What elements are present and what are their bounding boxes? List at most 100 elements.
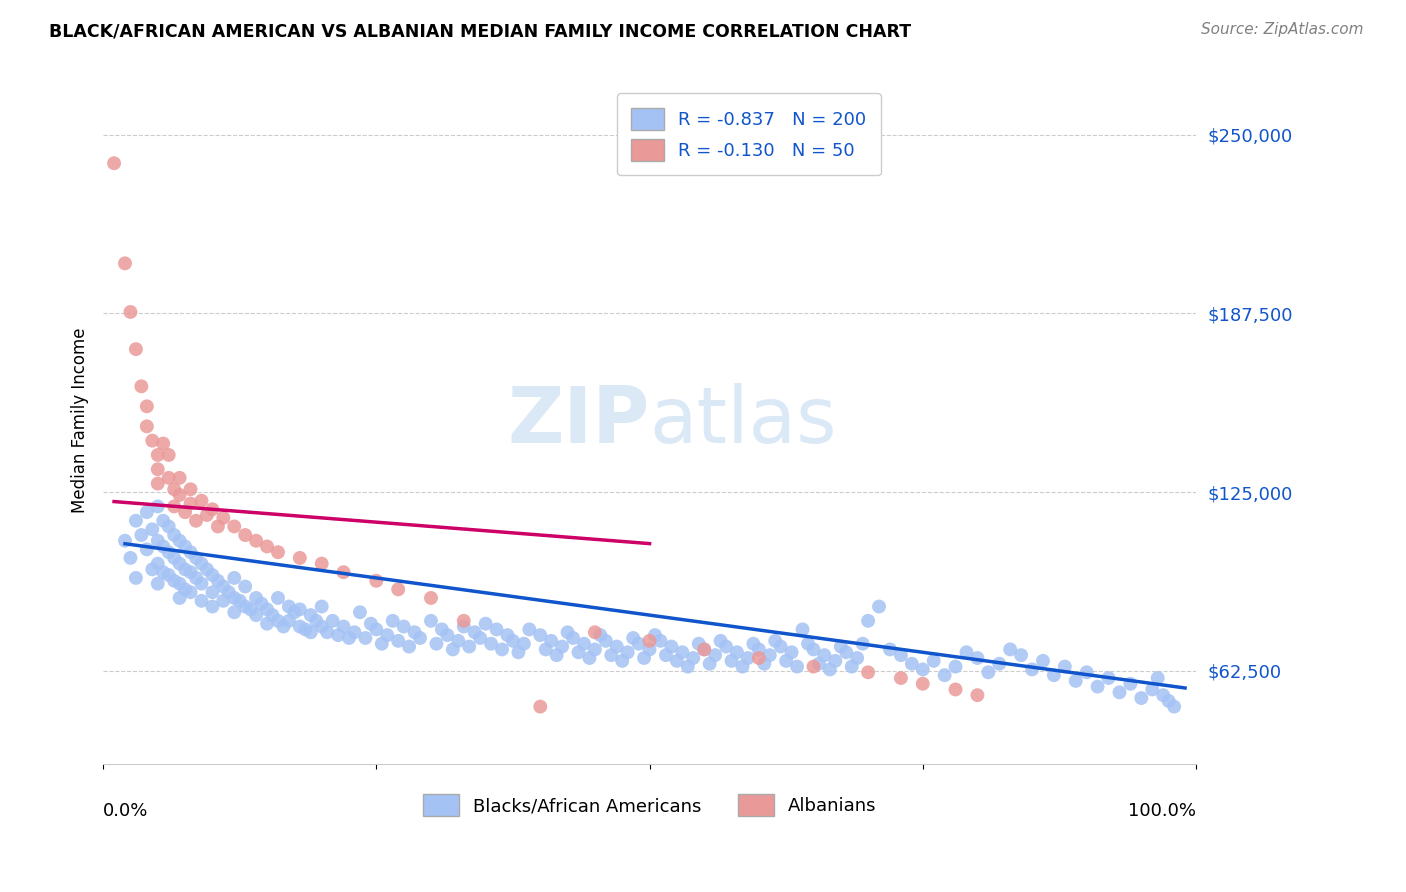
Point bbox=[813, 648, 835, 662]
Point bbox=[239, 602, 262, 616]
Point bbox=[157, 568, 180, 582]
Point bbox=[1021, 663, 1043, 677]
Point bbox=[676, 659, 699, 673]
Point bbox=[742, 637, 765, 651]
Point bbox=[169, 576, 191, 591]
Point bbox=[453, 619, 475, 633]
Point bbox=[655, 648, 678, 662]
Point bbox=[229, 594, 252, 608]
Point bbox=[288, 602, 311, 616]
Text: BLACK/AFRICAN AMERICAN VS ALBANIAN MEDIAN FAMILY INCOME CORRELATION CHART: BLACK/AFRICAN AMERICAN VS ALBANIAN MEDIA… bbox=[49, 22, 911, 40]
Point bbox=[945, 659, 967, 673]
Point bbox=[163, 528, 186, 542]
Point bbox=[146, 533, 169, 548]
Point bbox=[682, 651, 704, 665]
Point bbox=[835, 645, 858, 659]
Point bbox=[212, 594, 235, 608]
Point bbox=[180, 483, 202, 497]
Point bbox=[283, 605, 305, 619]
Point bbox=[945, 682, 967, 697]
Text: 100.0%: 100.0% bbox=[1128, 802, 1197, 820]
Point bbox=[190, 493, 212, 508]
Point bbox=[841, 659, 863, 673]
Point bbox=[955, 645, 977, 659]
Point bbox=[1130, 691, 1153, 706]
Point bbox=[754, 657, 776, 671]
Point bbox=[693, 642, 716, 657]
Point bbox=[856, 614, 879, 628]
Point bbox=[769, 640, 792, 654]
Point bbox=[1119, 677, 1142, 691]
Point bbox=[184, 514, 207, 528]
Point bbox=[299, 625, 322, 640]
Point bbox=[479, 637, 502, 651]
Point bbox=[224, 519, 246, 533]
Point bbox=[135, 400, 157, 414]
Point bbox=[1087, 680, 1109, 694]
Point bbox=[392, 619, 415, 633]
Point bbox=[141, 434, 163, 448]
Point bbox=[322, 614, 344, 628]
Point bbox=[267, 591, 290, 605]
Point bbox=[485, 623, 508, 637]
Point bbox=[572, 637, 595, 651]
Point bbox=[441, 642, 464, 657]
Point bbox=[152, 514, 174, 528]
Point bbox=[163, 483, 186, 497]
Point bbox=[135, 419, 157, 434]
Point bbox=[169, 533, 191, 548]
Point bbox=[157, 519, 180, 533]
Point bbox=[852, 637, 875, 651]
Point bbox=[201, 599, 224, 614]
Point bbox=[224, 571, 246, 585]
Point bbox=[245, 591, 267, 605]
Point bbox=[387, 633, 409, 648]
Point bbox=[125, 571, 148, 585]
Point bbox=[644, 628, 666, 642]
Point bbox=[704, 648, 727, 662]
Text: ZIP: ZIP bbox=[508, 383, 650, 458]
Point bbox=[169, 471, 191, 485]
Point bbox=[583, 642, 606, 657]
Point bbox=[775, 654, 797, 668]
Point bbox=[661, 640, 683, 654]
Point bbox=[1146, 671, 1168, 685]
Point bbox=[360, 616, 382, 631]
Point bbox=[818, 663, 841, 677]
Point bbox=[354, 631, 377, 645]
Point bbox=[890, 648, 912, 662]
Point bbox=[763, 633, 786, 648]
Point bbox=[180, 497, 202, 511]
Point bbox=[332, 565, 354, 579]
Point bbox=[212, 580, 235, 594]
Point bbox=[152, 436, 174, 450]
Point bbox=[966, 651, 988, 665]
Point bbox=[146, 557, 169, 571]
Point bbox=[998, 642, 1021, 657]
Point bbox=[256, 616, 278, 631]
Point bbox=[120, 305, 142, 319]
Point bbox=[146, 448, 169, 462]
Point bbox=[267, 614, 290, 628]
Point bbox=[1064, 673, 1087, 688]
Point bbox=[224, 591, 246, 605]
Point bbox=[693, 642, 716, 657]
Point bbox=[349, 605, 371, 619]
Point bbox=[589, 628, 612, 642]
Point bbox=[120, 550, 142, 565]
Point bbox=[1152, 688, 1174, 702]
Point bbox=[529, 699, 551, 714]
Point bbox=[803, 659, 825, 673]
Point bbox=[366, 623, 388, 637]
Point bbox=[169, 591, 191, 605]
Point bbox=[294, 623, 316, 637]
Point bbox=[233, 580, 256, 594]
Point bbox=[638, 642, 661, 657]
Point bbox=[195, 508, 218, 522]
Point bbox=[1043, 668, 1066, 682]
Point bbox=[868, 599, 890, 614]
Point bbox=[190, 594, 212, 608]
Point bbox=[922, 654, 945, 668]
Point bbox=[491, 642, 513, 657]
Point bbox=[425, 637, 447, 651]
